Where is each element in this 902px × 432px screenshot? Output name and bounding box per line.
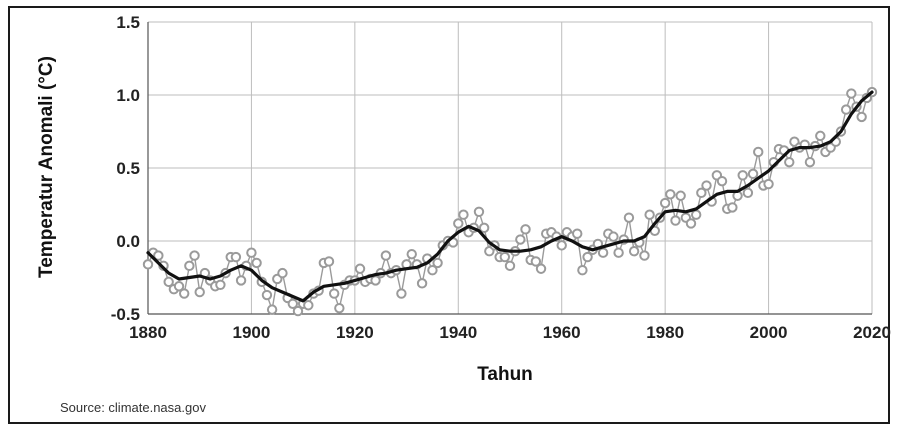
annual-data-point <box>520 224 531 235</box>
annual-data-point <box>215 279 226 290</box>
annual-data-point <box>251 257 262 269</box>
x-tick-label: 1960 <box>543 323 581 342</box>
annual-data-point <box>515 234 526 245</box>
annual-series-line <box>147 91 873 313</box>
annual-data-point <box>685 218 697 229</box>
annual-data-point <box>690 209 702 220</box>
annual-data-point <box>742 187 754 199</box>
annual-data-point <box>846 88 857 99</box>
annual-data-point <box>173 281 185 292</box>
annual-data-point <box>277 267 288 279</box>
x-tick-label: 1900 <box>233 323 271 342</box>
y-tick-label: 1.5 <box>116 13 140 32</box>
annual-data-point <box>727 202 738 213</box>
y-tick-label: 0.0 <box>116 232 140 251</box>
tick-labels: 1880 1900 1920 1940 1960 1980 2000 2020 -0.5 0.0 0… <box>111 13 891 342</box>
annual-data-point <box>142 259 154 270</box>
x-tick-label: 2020 <box>853 323 891 342</box>
y-tick-label: -0.5 <box>111 305 140 324</box>
source-note: Source: climate.nasa.gov <box>60 400 206 415</box>
annual-data-point <box>179 288 190 299</box>
annual-data-point <box>453 218 464 229</box>
annual-data-point <box>189 250 200 261</box>
annual-data-point <box>163 276 174 288</box>
annual-data-point <box>737 170 748 181</box>
annual-data-point <box>235 275 247 286</box>
annual-data-point <box>747 168 759 180</box>
x-tick-label: 1880 <box>129 323 167 342</box>
annual-data-point <box>670 215 681 226</box>
x-tick-label: 1980 <box>646 323 684 342</box>
annual-data-point <box>499 251 511 263</box>
annual-data-point <box>804 156 816 168</box>
annual-data-point <box>665 189 676 200</box>
annual-data-point <box>696 187 707 199</box>
annual-data-point <box>716 175 728 187</box>
annual-data-point <box>572 228 583 239</box>
annual-data-point <box>230 251 242 263</box>
x-tick-label: 1940 <box>439 323 477 342</box>
annual-data-point <box>701 180 712 191</box>
annual-data-point <box>504 260 516 272</box>
annual-data-point <box>354 263 366 274</box>
y-tick-label: 1.0 <box>116 86 140 105</box>
annual-data-point <box>396 288 407 299</box>
x-axis-label: Tahun <box>477 364 533 385</box>
annual-data-point <box>261 289 273 301</box>
annual-data-point <box>644 209 655 220</box>
annual-data-point <box>303 300 314 311</box>
annual-data-point <box>266 304 278 315</box>
annual-data-point <box>328 288 340 299</box>
annual-data-point <box>582 251 593 263</box>
annual-data-point <box>753 146 764 158</box>
annual-data-point <box>458 209 469 220</box>
annual-data-point <box>380 250 392 261</box>
annual-data-point <box>613 247 624 258</box>
annual-data-point <box>473 206 485 218</box>
annual-data-point <box>153 250 164 261</box>
annual-data-point <box>784 156 795 168</box>
annual-data-point <box>194 286 205 298</box>
annual-data-point <box>530 256 542 267</box>
annual-data-point <box>406 248 417 260</box>
annual-data-point <box>577 265 588 276</box>
smoothed-series-line <box>146 90 874 303</box>
grid <box>147 21 873 315</box>
annual-data-point <box>628 246 640 257</box>
annual-data-point <box>334 302 345 314</box>
annual-data-point <box>815 130 826 142</box>
annual-data-point <box>432 257 443 269</box>
annual-data-point <box>556 240 567 251</box>
annual-data-point <box>184 260 195 272</box>
annual-data-point <box>323 256 335 267</box>
annual-data-point <box>416 278 428 289</box>
annual-data-point <box>535 263 547 274</box>
y-axis-label: Temperatur Anomali (°C) <box>36 56 57 278</box>
annual-data-point <box>763 178 774 190</box>
x-tick-label: 2000 <box>750 323 788 342</box>
annual-data-point <box>292 305 304 317</box>
series-layer <box>142 86 878 317</box>
annual-data-point <box>246 247 257 258</box>
annual-data-point <box>478 222 490 234</box>
annual-data-point <box>623 212 635 223</box>
x-tick-label: 1920 <box>336 323 374 342</box>
chart-frame <box>8 6 890 424</box>
annual-data-point <box>597 247 609 258</box>
annual-data-point <box>608 231 619 242</box>
annual-data-point <box>639 250 650 261</box>
annual-data-point <box>840 104 852 115</box>
annual-data-point <box>427 265 438 276</box>
y-tick-label: 0.5 <box>116 159 140 178</box>
annual-data-point <box>659 197 671 209</box>
annual-data-point <box>287 298 298 309</box>
annual-data-point <box>856 111 867 123</box>
annual-data-point <box>675 190 686 201</box>
